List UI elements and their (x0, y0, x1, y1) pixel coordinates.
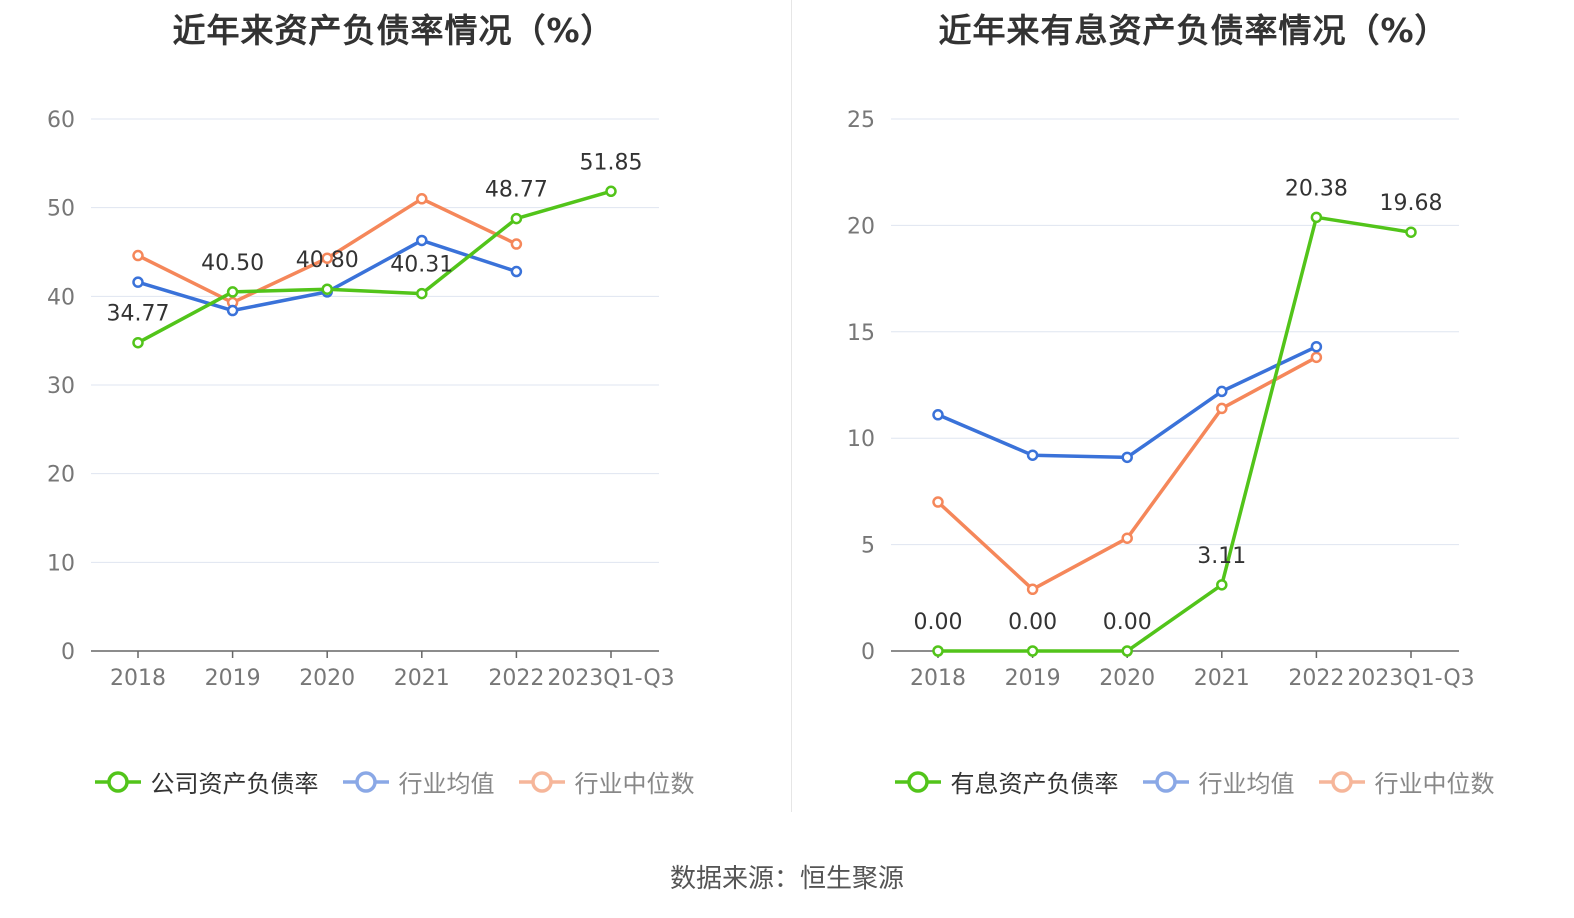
data-point-company[interactable] (132, 336, 144, 349)
interest-bearing-liability-ratio-chart: 0 5 10 15 20 25 2018 2019 2020 2021 2022 2023Q1-Q3 0… (847, 108, 1475, 691)
data-point-company[interactable] (1121, 645, 1133, 657)
y-tick-label: 50 (47, 197, 75, 222)
data-point-company[interactable] (510, 212, 523, 225)
data-point-industry_median[interactable] (932, 496, 944, 508)
data-point-industry_median[interactable] (1026, 583, 1039, 596)
data-point-company[interactable] (1405, 226, 1417, 238)
data-point-industry_median[interactable] (1121, 532, 1133, 544)
data-point-industry_avg[interactable] (1310, 340, 1323, 353)
x-tick-label: 2022 (1288, 666, 1344, 691)
data-point-industry_median[interactable] (1310, 351, 1323, 364)
legend-line-marker-icon (94, 770, 141, 793)
data-source-note: 数据来源：恒生聚源 (669, 864, 904, 894)
panel-divider (791, 0, 792, 812)
data-label: 19.68 (1380, 191, 1443, 216)
data-point-industry_avg[interactable] (1121, 451, 1133, 464)
legend-item-company[interactable]: 公司资产负债率 (93, 764, 319, 799)
y-tick-label: 30 (47, 374, 75, 399)
legend-item-industry_median[interactable]: 行业中位数 (1317, 764, 1495, 799)
x-tick-label: 2019 (1005, 666, 1061, 691)
x-tick-label: 2021 (1194, 666, 1250, 691)
x-tick-label: 2022 (488, 666, 544, 691)
legend-line-marker-icon (518, 770, 565, 793)
data-point-company[interactable] (932, 645, 944, 657)
chart-legend: 公司资产负债率 行业均值 行业中位数 (0, 764, 787, 799)
legend-line-marker-icon (342, 770, 389, 793)
x-tick-label: 2020 (1099, 666, 1155, 691)
data-point-industry_avg[interactable] (416, 234, 428, 247)
data-label: 34.77 (107, 302, 170, 327)
legend-label: 行业中位数 (1374, 770, 1495, 798)
y-tick-label: 20 (47, 463, 75, 488)
data-point-industry_median[interactable] (510, 238, 523, 250)
data-label: 0.00 (1008, 610, 1057, 635)
y-tick-label: 0 (61, 640, 75, 665)
series-line-industry_median (936, 355, 1318, 592)
data-label: 0.00 (1103, 610, 1152, 635)
x-tick-label: 2019 (205, 666, 261, 691)
data-point-company[interactable] (605, 185, 617, 198)
legend-label: 公司资产负债率 (150, 770, 319, 798)
data-label: 48.77 (485, 178, 548, 203)
y-tick-label: 60 (47, 108, 75, 133)
data-point-industry_median[interactable] (1216, 402, 1228, 415)
data-point-industry_median[interactable] (416, 193, 428, 205)
legend-line-marker-icon (894, 770, 941, 793)
series-line-company (137, 189, 612, 345)
data-point-company[interactable] (321, 283, 333, 295)
data-point-industry_median[interactable] (321, 252, 333, 264)
x-tick-label: 2018 (110, 666, 166, 691)
x-tick-label: 2023Q1-Q3 (1347, 666, 1474, 691)
data-point-company[interactable] (1216, 579, 1228, 591)
data-point-company[interactable] (1026, 645, 1039, 657)
data-point-industry_avg[interactable] (932, 409, 944, 421)
chart-title: 近年来资产负债率情况（%） (172, 11, 615, 50)
data-label: 40.31 (390, 253, 453, 278)
data-label: 3.11 (1197, 544, 1246, 569)
data-label: 40.50 (201, 251, 264, 276)
legend-label: 有息资产负债率 (950, 770, 1119, 798)
legend-label: 行业中位数 (574, 770, 695, 798)
left-chart-panel: 近年来资产负债率情况（%） 0 10 20 30 40 50 60 2018 2019 2020 2… (0, 0, 787, 820)
x-tick-label: 2018 (910, 666, 966, 691)
legend-item-industry_avg[interactable]: 行业均值 (1141, 764, 1295, 799)
x-tick-label: 2021 (394, 666, 450, 691)
y-tick-label: 25 (847, 108, 875, 133)
legend-line-marker-icon (1142, 770, 1189, 793)
y-tick-label: 10 (847, 427, 875, 452)
data-point-industry_avg[interactable] (1026, 449, 1039, 461)
chart-legend: 有息资产负债率 行业均值 行业中位数 (800, 764, 1574, 799)
right-chart-panel: 近年来有息资产负债率情况（%） 0 5 10 15 20 25 2018 2019 2020 20… (800, 0, 1574, 820)
data-point-company[interactable] (1310, 211, 1323, 224)
data-label: 51.85 (580, 150, 643, 175)
x-tick-label: 2023Q1-Q3 (547, 666, 674, 691)
y-tick-label: 20 (847, 214, 875, 239)
chart-title: 近年来有息资产负债率情况（%） (938, 11, 1449, 50)
data-label: 20.38 (1285, 176, 1348, 201)
legend-label: 行业均值 (1198, 770, 1295, 798)
data-point-industry_avg[interactable] (132, 276, 144, 288)
legend-item-industry_median[interactable]: 行业中位数 (517, 764, 695, 799)
y-tick-label: 40 (47, 285, 75, 310)
data-point-industry_avg[interactable] (1216, 385, 1228, 398)
data-point-company[interactable] (226, 286, 239, 298)
y-tick-label: 10 (47, 551, 75, 576)
y-tick-label: 5 (861, 534, 875, 559)
legend-item-industry_avg[interactable]: 行业均值 (341, 764, 495, 799)
data-point-industry_avg[interactable] (226, 304, 239, 317)
data-label: 40.80 (296, 248, 359, 273)
data-label: 0.00 (914, 610, 963, 635)
data-point-company[interactable] (416, 287, 428, 300)
series-line-company (938, 215, 1412, 653)
x-tick-label: 2020 (299, 666, 355, 691)
data-point-industry_median[interactable] (132, 249, 144, 262)
data-point-industry_avg[interactable] (510, 265, 523, 278)
legend-label: 行业均值 (398, 770, 495, 798)
y-tick-label: 0 (861, 640, 875, 665)
legend-item-company[interactable]: 有息资产负债率 (893, 764, 1119, 799)
legend-line-marker-icon (1318, 770, 1365, 793)
y-tick-label: 15 (847, 321, 875, 346)
asset-liability-ratio-chart: 0 10 20 30 40 50 60 2018 2019 2020 2021 2022 2023Q1-… (47, 108, 675, 691)
